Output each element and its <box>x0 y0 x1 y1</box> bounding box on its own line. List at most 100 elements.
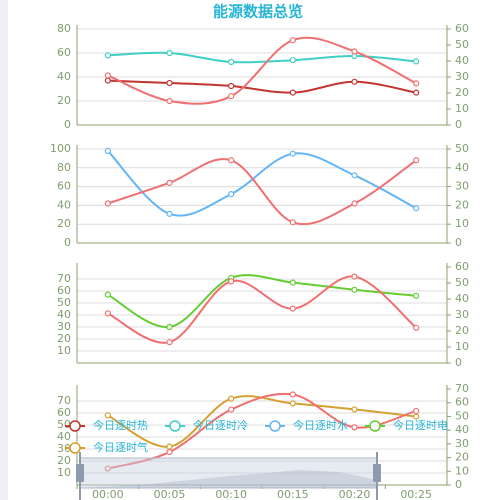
point <box>166 210 173 217</box>
series-line <box>107 51 417 64</box>
point <box>351 424 358 431</box>
point <box>413 413 420 420</box>
y-tick-label: 60 <box>57 180 71 193</box>
legend-icon <box>69 420 81 432</box>
y2-tick-label: 0 <box>455 236 462 249</box>
point <box>166 323 173 331</box>
side-strip <box>0 0 8 500</box>
point <box>104 147 111 154</box>
y-tick-label: 70 <box>57 394 71 407</box>
y2-tick-label: 50 <box>455 276 469 289</box>
legend-label: 今日逐时热 <box>93 418 148 432</box>
zoom-window[interactable] <box>79 457 378 489</box>
y2-tick-label: 40 <box>455 161 469 174</box>
series-line <box>107 158 417 226</box>
y-tick-label: 50 <box>57 418 71 431</box>
y2-tick-label: 60 <box>455 260 469 273</box>
y2-tick-label: 30 <box>455 437 469 450</box>
point <box>289 391 296 398</box>
point <box>289 57 296 64</box>
series-line <box>107 150 417 217</box>
y-tick-label: 20 <box>57 217 71 230</box>
data-zoom[interactable] <box>76 452 381 500</box>
y2-tick-label: 50 <box>455 38 469 51</box>
y2-tick-label: 50 <box>455 142 469 155</box>
zoom-shadow <box>80 470 377 488</box>
y-tick-label: 20 <box>57 454 71 467</box>
point <box>413 89 420 96</box>
point <box>351 406 358 413</box>
legend-item[interactable]: 今日逐时水 <box>265 418 348 432</box>
y2-tick-label: 30 <box>455 308 469 321</box>
legend-icon <box>169 420 181 432</box>
point <box>104 465 111 472</box>
point <box>228 191 235 198</box>
y-tick-label: 50 <box>57 296 71 309</box>
y2-tick-label: 40 <box>455 423 469 436</box>
point <box>228 278 235 285</box>
legend-item[interactable]: 今日逐时电 <box>365 418 448 432</box>
y2-tick-label: 20 <box>455 451 469 464</box>
legend-item[interactable]: 今日逐时气 <box>65 440 148 454</box>
legend-icon <box>69 442 81 454</box>
point <box>289 37 296 44</box>
point <box>228 93 235 100</box>
point <box>289 89 296 96</box>
y-tick-label: 0 <box>64 118 71 131</box>
y2-tick-label: 70 <box>455 382 469 395</box>
point <box>413 407 420 415</box>
y-tick-label: 100 <box>50 142 71 155</box>
point <box>104 310 111 317</box>
point <box>289 279 296 286</box>
legend-item[interactable]: 今日逐时热 <box>65 418 148 432</box>
point <box>413 292 420 299</box>
point <box>289 150 296 157</box>
y2-tick-label: 10 <box>455 217 469 230</box>
y2-tick-label: 20 <box>455 198 469 211</box>
point <box>104 200 111 207</box>
y-tick-label: 40 <box>57 198 71 211</box>
point <box>104 77 111 84</box>
y-tick-label: 20 <box>57 94 71 107</box>
y2-tick-label: 60 <box>455 22 469 35</box>
point <box>289 305 296 312</box>
point <box>351 200 358 207</box>
y-tick-label: 60 <box>57 46 71 59</box>
point <box>351 78 358 85</box>
y2-tick-label: 10 <box>455 464 469 477</box>
y2-tick-label: 20 <box>455 86 469 99</box>
y2-tick-label: 60 <box>455 396 469 409</box>
y2-tick-label: 10 <box>455 102 469 115</box>
y2-tick-label: 0 <box>455 478 462 491</box>
y2-tick-label: 10 <box>455 340 469 353</box>
legend-icon <box>369 420 381 432</box>
point <box>351 286 358 293</box>
point <box>166 179 173 186</box>
point <box>289 400 296 407</box>
point <box>104 52 111 59</box>
point <box>166 49 173 57</box>
x-tick-label: 00:05 <box>154 488 186 500</box>
series-line <box>107 275 417 344</box>
y2-tick-label: 50 <box>455 409 469 422</box>
point <box>228 395 235 402</box>
y-tick-label: 80 <box>57 22 71 35</box>
y-tick-label: 40 <box>57 70 71 83</box>
y2-tick-label: 20 <box>455 324 469 337</box>
point <box>413 205 420 212</box>
point <box>166 79 173 87</box>
y-tick-label: 30 <box>57 320 71 333</box>
point <box>228 157 235 164</box>
x-tick-label: 00:20 <box>339 488 371 500</box>
point <box>104 291 111 298</box>
legend-item[interactable]: 今日逐时冷 <box>165 418 248 432</box>
point <box>166 97 173 105</box>
x-tick-label: 00:10 <box>215 488 247 500</box>
point <box>228 406 235 413</box>
y-tick-label: 60 <box>57 406 71 419</box>
series-line <box>107 395 417 448</box>
y2-tick-label: 30 <box>455 180 469 193</box>
series-line <box>107 36 417 105</box>
legend-label: 今日逐时电 <box>393 418 448 432</box>
point <box>166 448 173 456</box>
